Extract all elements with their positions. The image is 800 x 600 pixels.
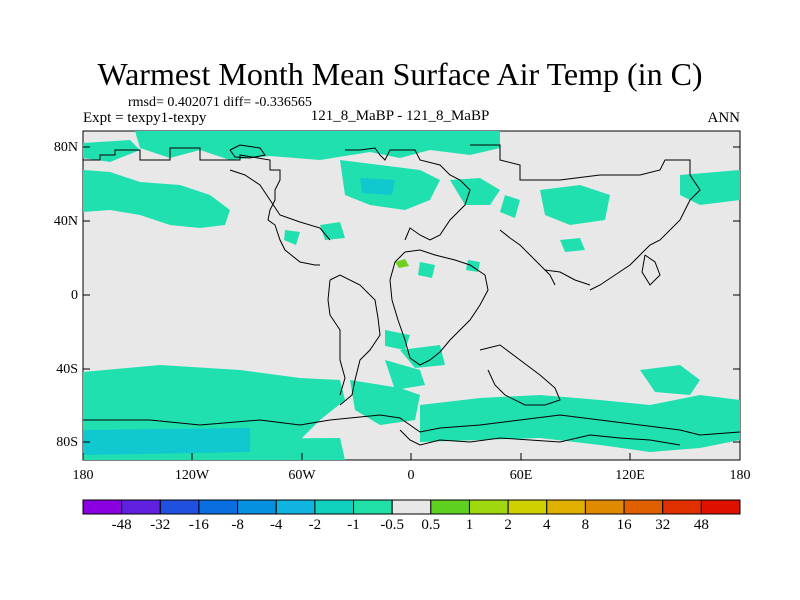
lon-label-60e: 60E bbox=[509, 468, 533, 483]
lat-label-40n: 40N bbox=[53, 214, 78, 229]
colorbar-swatch bbox=[546, 499, 586, 515]
coastline-africa bbox=[389, 249, 489, 366]
coastline-asia bbox=[470, 144, 701, 291]
season-label: ANN bbox=[707, 110, 741, 126]
colorbar-label: -8 bbox=[231, 517, 244, 533]
colorbar-swatch bbox=[159, 499, 200, 515]
anomaly-atlantic bbox=[418, 262, 435, 278]
coastline-north-america-east bbox=[229, 169, 331, 241]
colorbar-label: 32 bbox=[655, 517, 671, 533]
anomaly-pacific-north bbox=[540, 185, 610, 225]
coastline-south-america-west bbox=[327, 279, 346, 396]
colorbar-swatch bbox=[121, 499, 161, 515]
anomaly-regions bbox=[83, 131, 740, 460]
anomaly-asia-small bbox=[500, 195, 520, 218]
anomaly-arctic-north bbox=[135, 131, 500, 160]
colorbar-label: -2 bbox=[308, 517, 322, 533]
colorbar-label: -4 bbox=[269, 517, 283, 533]
lon-label-120w: 120W bbox=[174, 468, 210, 483]
anomaly-pacific-east bbox=[680, 170, 740, 205]
anomaly-north-america bbox=[83, 170, 230, 228]
coastline-australia bbox=[479, 344, 561, 406]
colorbar-label: -48 bbox=[111, 517, 132, 533]
colorbar-swatch bbox=[275, 499, 316, 515]
coastline-arctic-island bbox=[229, 144, 266, 159]
anomaly-southern-ocean-center bbox=[350, 380, 420, 425]
lon-label-180e: 180 bbox=[729, 468, 751, 483]
colorbar-label: 2 bbox=[504, 517, 512, 533]
colorbar-label: -16 bbox=[188, 517, 209, 533]
lat-label-80s: 80S bbox=[56, 435, 78, 450]
anomaly-se-pacific bbox=[640, 365, 700, 395]
period-comparison-label: 121_8_MaBP - 121_8_MaBP bbox=[310, 108, 490, 124]
colorbar-swatch bbox=[237, 499, 277, 515]
colorbar-label: -1 bbox=[347, 517, 360, 533]
coastline-japan bbox=[641, 254, 661, 286]
lat-label-40s: 40S bbox=[56, 362, 78, 377]
colorbar-swatch bbox=[430, 499, 470, 515]
colorbar-label: 16 bbox=[616, 517, 632, 533]
plot-title: Warmest Month Mean Surface Air Temp (in … bbox=[97, 56, 703, 92]
anomaly-south-atlantic-2 bbox=[400, 345, 445, 368]
colorbar-label: 8 bbox=[581, 517, 590, 533]
lat-label-0: 0 bbox=[71, 288, 78, 303]
lon-label-0: 0 bbox=[407, 468, 415, 483]
colorbar-swatch bbox=[391, 499, 432, 515]
coastline-indonesia bbox=[544, 269, 591, 286]
anomaly-greenland bbox=[83, 140, 140, 162]
coastlines bbox=[83, 144, 741, 446]
colorbar-swatch bbox=[507, 499, 548, 515]
anomaly-indian bbox=[560, 238, 585, 252]
colorbar-swatch bbox=[584, 499, 625, 515]
colorbar-label: -0.5 bbox=[380, 517, 405, 533]
colorbar-swatch bbox=[623, 499, 664, 515]
stats-label: rmsd= 0.402071 diff= -0.336565 bbox=[128, 95, 312, 110]
axis-ticks bbox=[82, 146, 741, 460]
colorbar-label: 1 bbox=[465, 517, 474, 533]
anomaly-siberia bbox=[450, 178, 500, 205]
colorbar-label: -32 bbox=[150, 517, 171, 533]
colorbar-swatch bbox=[468, 499, 509, 515]
coastline-europe bbox=[345, 147, 471, 241]
colorbar-label: 0.5 bbox=[421, 517, 441, 533]
colorbar-swatch bbox=[700, 499, 741, 515]
lat-label-80n: 80N bbox=[53, 140, 78, 155]
lon-label-120e: 120E bbox=[615, 468, 645, 483]
colorbar bbox=[82, 499, 741, 515]
colorbar-swatch bbox=[353, 499, 393, 515]
lon-label-60w: 60W bbox=[288, 468, 316, 483]
anomaly-warm-spot bbox=[395, 259, 409, 268]
colorbar-swatch bbox=[82, 499, 123, 515]
experiment-label: Expt = texpy1-texpy bbox=[83, 110, 207, 126]
colorbar-label: 48 bbox=[693, 517, 709, 533]
coastline-south-america bbox=[329, 274, 381, 406]
coastline-antarctica bbox=[83, 414, 741, 436]
coastline-north-america bbox=[83, 147, 320, 266]
coastline-asia-south bbox=[499, 229, 556, 286]
colorbar-swatch bbox=[198, 499, 239, 515]
colorbar-label: 4 bbox=[543, 517, 551, 533]
coastline-antarctica-inner bbox=[399, 429, 681, 446]
anomaly-south-africa bbox=[385, 360, 425, 390]
cooler-regions bbox=[83, 178, 395, 455]
anomaly-cooler-europe bbox=[360, 178, 395, 195]
colorbar-swatch bbox=[314, 499, 355, 515]
colorbar-swatch bbox=[662, 499, 702, 515]
anomaly-cooler-antarctic bbox=[83, 428, 250, 455]
anomaly-west-coast bbox=[284, 230, 300, 245]
lon-label-180w: 180 bbox=[72, 468, 94, 483]
